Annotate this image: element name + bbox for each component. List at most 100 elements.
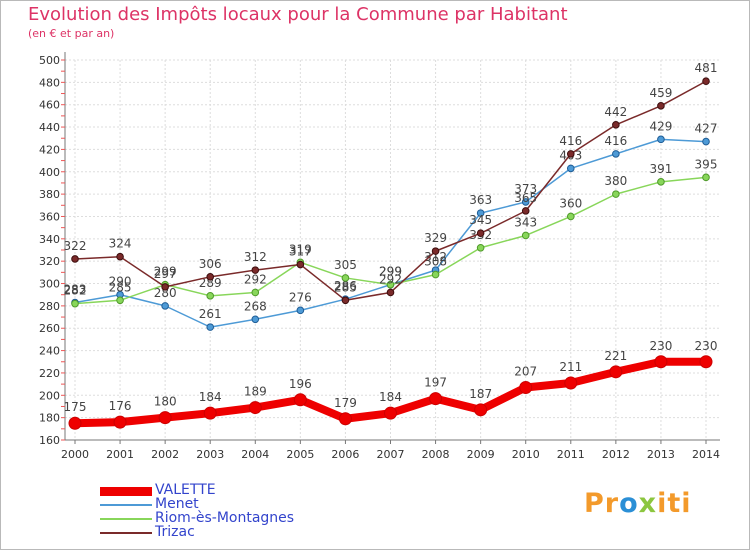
data-point-trizac — [251, 266, 260, 274]
legend-swatch-trizac — [100, 532, 152, 534]
data-label-menet: 283 — [64, 283, 87, 297]
data-label-riom-s-montagnes: 395 — [695, 157, 718, 171]
data-point-trizac — [386, 288, 395, 297]
data-label-menet: 276 — [289, 290, 312, 304]
data-point-trizac — [612, 121, 620, 129]
x-tick-label: 2008 — [422, 448, 450, 461]
data-label-trizac: 442 — [604, 105, 627, 119]
data-point-valette — [113, 415, 127, 429]
data-label-trizac: 459 — [649, 86, 672, 100]
legend-label-valette: VALETTE — [155, 482, 216, 498]
data-label-trizac: 312 — [244, 250, 267, 264]
y-tick-label: 420 — [39, 143, 60, 156]
data-point-valette — [564, 376, 578, 390]
data-label-valette: 211 — [559, 360, 582, 374]
data-label-menet: 429 — [649, 119, 672, 133]
y-tick-label: 300 — [39, 278, 60, 291]
data-label-riom-s-montagnes: 319 — [289, 242, 312, 256]
data-point-valette — [293, 393, 307, 407]
data-point-trizac — [431, 247, 440, 255]
data-point-valette — [519, 380, 533, 394]
data-point-menet — [521, 198, 530, 206]
legend-label-menet: Menet — [155, 496, 199, 512]
data-point-valette — [203, 406, 217, 420]
data-point-valette — [474, 403, 488, 417]
y-tick-label: 220 — [39, 367, 60, 380]
x-tick-label: 2001 — [106, 448, 134, 461]
data-point-valette — [68, 416, 82, 430]
data-label-menet: 363 — [469, 193, 492, 207]
data-point-trizac — [657, 102, 665, 110]
data-point-trizac — [702, 77, 710, 86]
data-label-riom-s-montagnes: 391 — [649, 162, 672, 176]
x-tick-label: 2010 — [512, 448, 540, 461]
data-label-menet: 261 — [199, 307, 222, 321]
chart-title: Evolution des Impôts locaux pour la Comm… — [28, 4, 568, 25]
data-point-trizac — [566, 150, 575, 158]
data-point-trizac — [476, 229, 485, 238]
legend-item-valette: VALETTE — [100, 482, 360, 498]
data-point-trizac — [71, 255, 79, 263]
y-tick-label: 400 — [39, 166, 60, 179]
data-label-menet: 312 — [424, 250, 447, 264]
data-label-riom-s-montagnes: 343 — [514, 215, 537, 229]
data-point-valette — [609, 365, 623, 379]
data-label-menet: 290 — [109, 275, 132, 289]
data-label-menet: 286 — [334, 279, 357, 293]
data-label-valette: 184 — [379, 390, 402, 404]
legend-swatch-riom — [100, 518, 152, 520]
data-label-trizac: 324 — [109, 237, 132, 251]
data-label-riom-s-montagnes: 292 — [244, 272, 267, 286]
data-label-valette: 179 — [334, 396, 357, 410]
data-label-valette: 230 — [649, 339, 672, 353]
data-label-menet: 427 — [695, 122, 718, 136]
data-label-trizac: 306 — [199, 257, 222, 271]
x-tick-label: 2004 — [241, 448, 269, 461]
data-label-riom-s-montagnes: 380 — [604, 174, 627, 188]
data-label-trizac: 481 — [695, 61, 718, 75]
y-tick-label: 200 — [39, 389, 60, 402]
data-point-riom-s-montagnes — [521, 231, 530, 240]
x-tick-label: 2014 — [692, 448, 720, 461]
data-point-valette — [248, 401, 262, 415]
proxiti-logo: Proxiti — [584, 488, 692, 519]
data-label-valette: 189 — [244, 385, 267, 399]
y-tick-label: 260 — [39, 322, 60, 335]
legend-swatch-menet — [100, 504, 152, 506]
data-label-riom-s-montagnes: 285 — [109, 280, 132, 294]
data-point-menet — [161, 302, 169, 310]
data-point-riom-s-montagnes — [476, 243, 485, 252]
data-point-valette — [158, 411, 172, 425]
data-point-riom-s-montagnes — [341, 274, 350, 282]
data-label-trizac: 285 — [334, 280, 357, 294]
data-point-menet — [657, 135, 665, 144]
data-point-trizac — [296, 260, 305, 269]
data-point-menet — [566, 164, 575, 173]
data-point-menet — [476, 209, 485, 217]
y-tick-label: 320 — [39, 255, 60, 268]
x-tick-label: 2013 — [647, 448, 675, 461]
data-label-trizac: 292 — [379, 272, 402, 286]
data-label-valette: 184 — [199, 390, 222, 404]
data-point-valette — [699, 355, 713, 369]
data-label-riom-s-montagnes: 305 — [334, 258, 357, 272]
y-tick-label: 460 — [39, 99, 60, 112]
data-point-riom-s-montagnes — [566, 212, 575, 221]
data-point-trizac — [341, 296, 350, 305]
y-tick-label: 380 — [39, 188, 60, 201]
data-point-riom-s-montagnes — [431, 270, 440, 279]
data-point-riom-s-montagnes — [116, 296, 124, 305]
data-label-menet: 280 — [154, 286, 177, 300]
data-label-valette: 197 — [424, 376, 447, 390]
data-label-menet: 416 — [604, 134, 627, 148]
data-point-trizac — [521, 207, 530, 215]
data-point-menet — [251, 315, 260, 324]
y-tick-label: 180 — [39, 412, 60, 425]
data-point-riom-s-montagnes — [612, 190, 620, 198]
chart-subtitle: (en € et par an) — [28, 27, 115, 40]
data-point-menet — [296, 306, 305, 315]
data-label-trizac: 317 — [289, 245, 312, 259]
data-label-trizac: 297 — [154, 267, 177, 281]
data-point-valette — [338, 412, 352, 426]
